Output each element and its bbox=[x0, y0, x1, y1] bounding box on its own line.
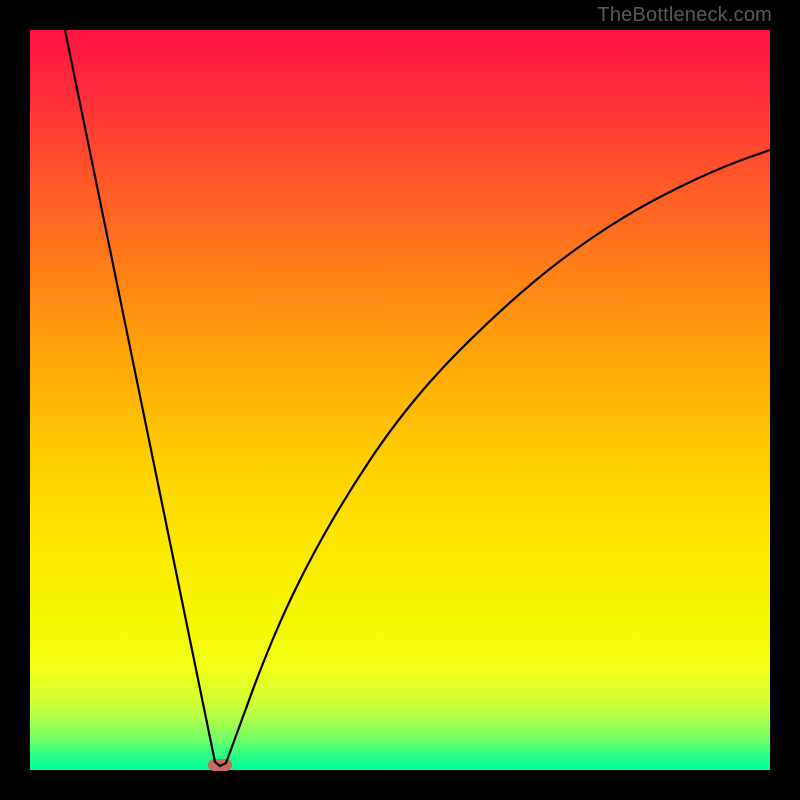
watermark-text: TheBottleneck.com bbox=[597, 4, 772, 27]
bottleneck-curve bbox=[30, 30, 770, 770]
plot-area bbox=[30, 30, 770, 770]
